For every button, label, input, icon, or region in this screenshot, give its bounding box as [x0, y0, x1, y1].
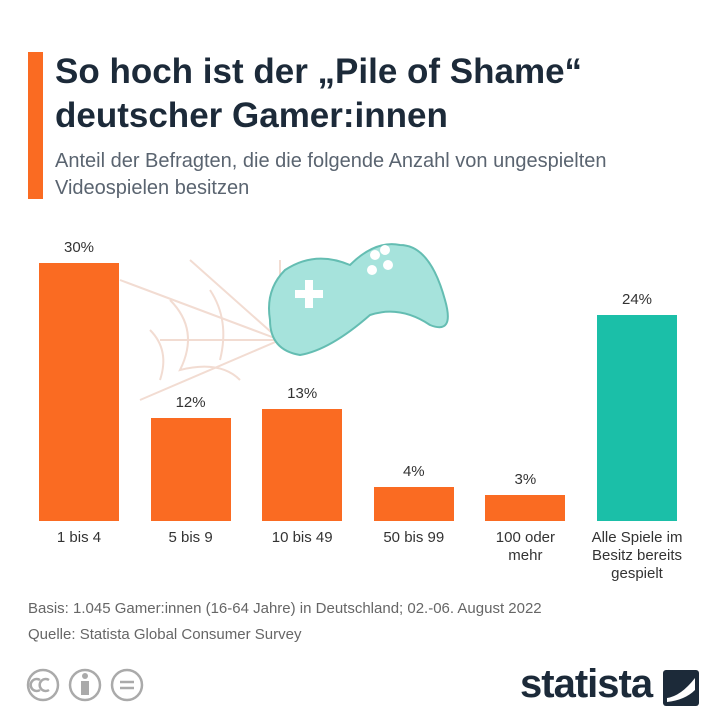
value-label: 12% [175, 393, 206, 411]
decoration [119, 243, 449, 401]
accent-bar [28, 52, 43, 199]
x-tick-label: 50 bis 99 [383, 529, 445, 546]
x-tick-label: 10 bis 49 [271, 529, 333, 546]
chart-subtitle: Anteil der Befragten, die die folgende A… [55, 150, 607, 199]
source: Quelle: Statista Global Consumer Survey [28, 626, 302, 643]
x-tick-label: 5 bis 9 [168, 529, 213, 546]
value-label: 13% [287, 385, 318, 403]
game-controller [268, 243, 449, 357]
value-label: 24% [621, 290, 653, 308]
value-label: 30% [63, 239, 95, 256]
x-tick-label: 100 oder mehr [495, 529, 555, 564]
bar [597, 314, 677, 521]
brand: statista [520, 662, 653, 706]
note: Basis: 1.045 Gamer:innen (16-64 Jahre) i… [28, 600, 542, 617]
license-icons [26, 668, 144, 702]
cobweb [119, 259, 281, 401]
x-tick-label: Alle Spiele im Besitz bereits gespielt [591, 529, 683, 582]
brand-logo [663, 670, 699, 706]
bar [262, 409, 343, 521]
value-label: 3% [514, 471, 537, 489]
bar [150, 417, 231, 521]
chart: 30% 1 bis 4 12% 5 bis 9 13% 10 bis 49 4% 50 bis… [39, 239, 683, 582]
x-tick-label: 1 bis 4 [56, 529, 102, 546]
bar [373, 486, 454, 521]
bar [39, 263, 119, 521]
bar [485, 495, 566, 521]
value-label: 4% [402, 462, 425, 480]
chart-title: So hoch ist der „Pile of Shame“ deutsche… [55, 52, 583, 135]
